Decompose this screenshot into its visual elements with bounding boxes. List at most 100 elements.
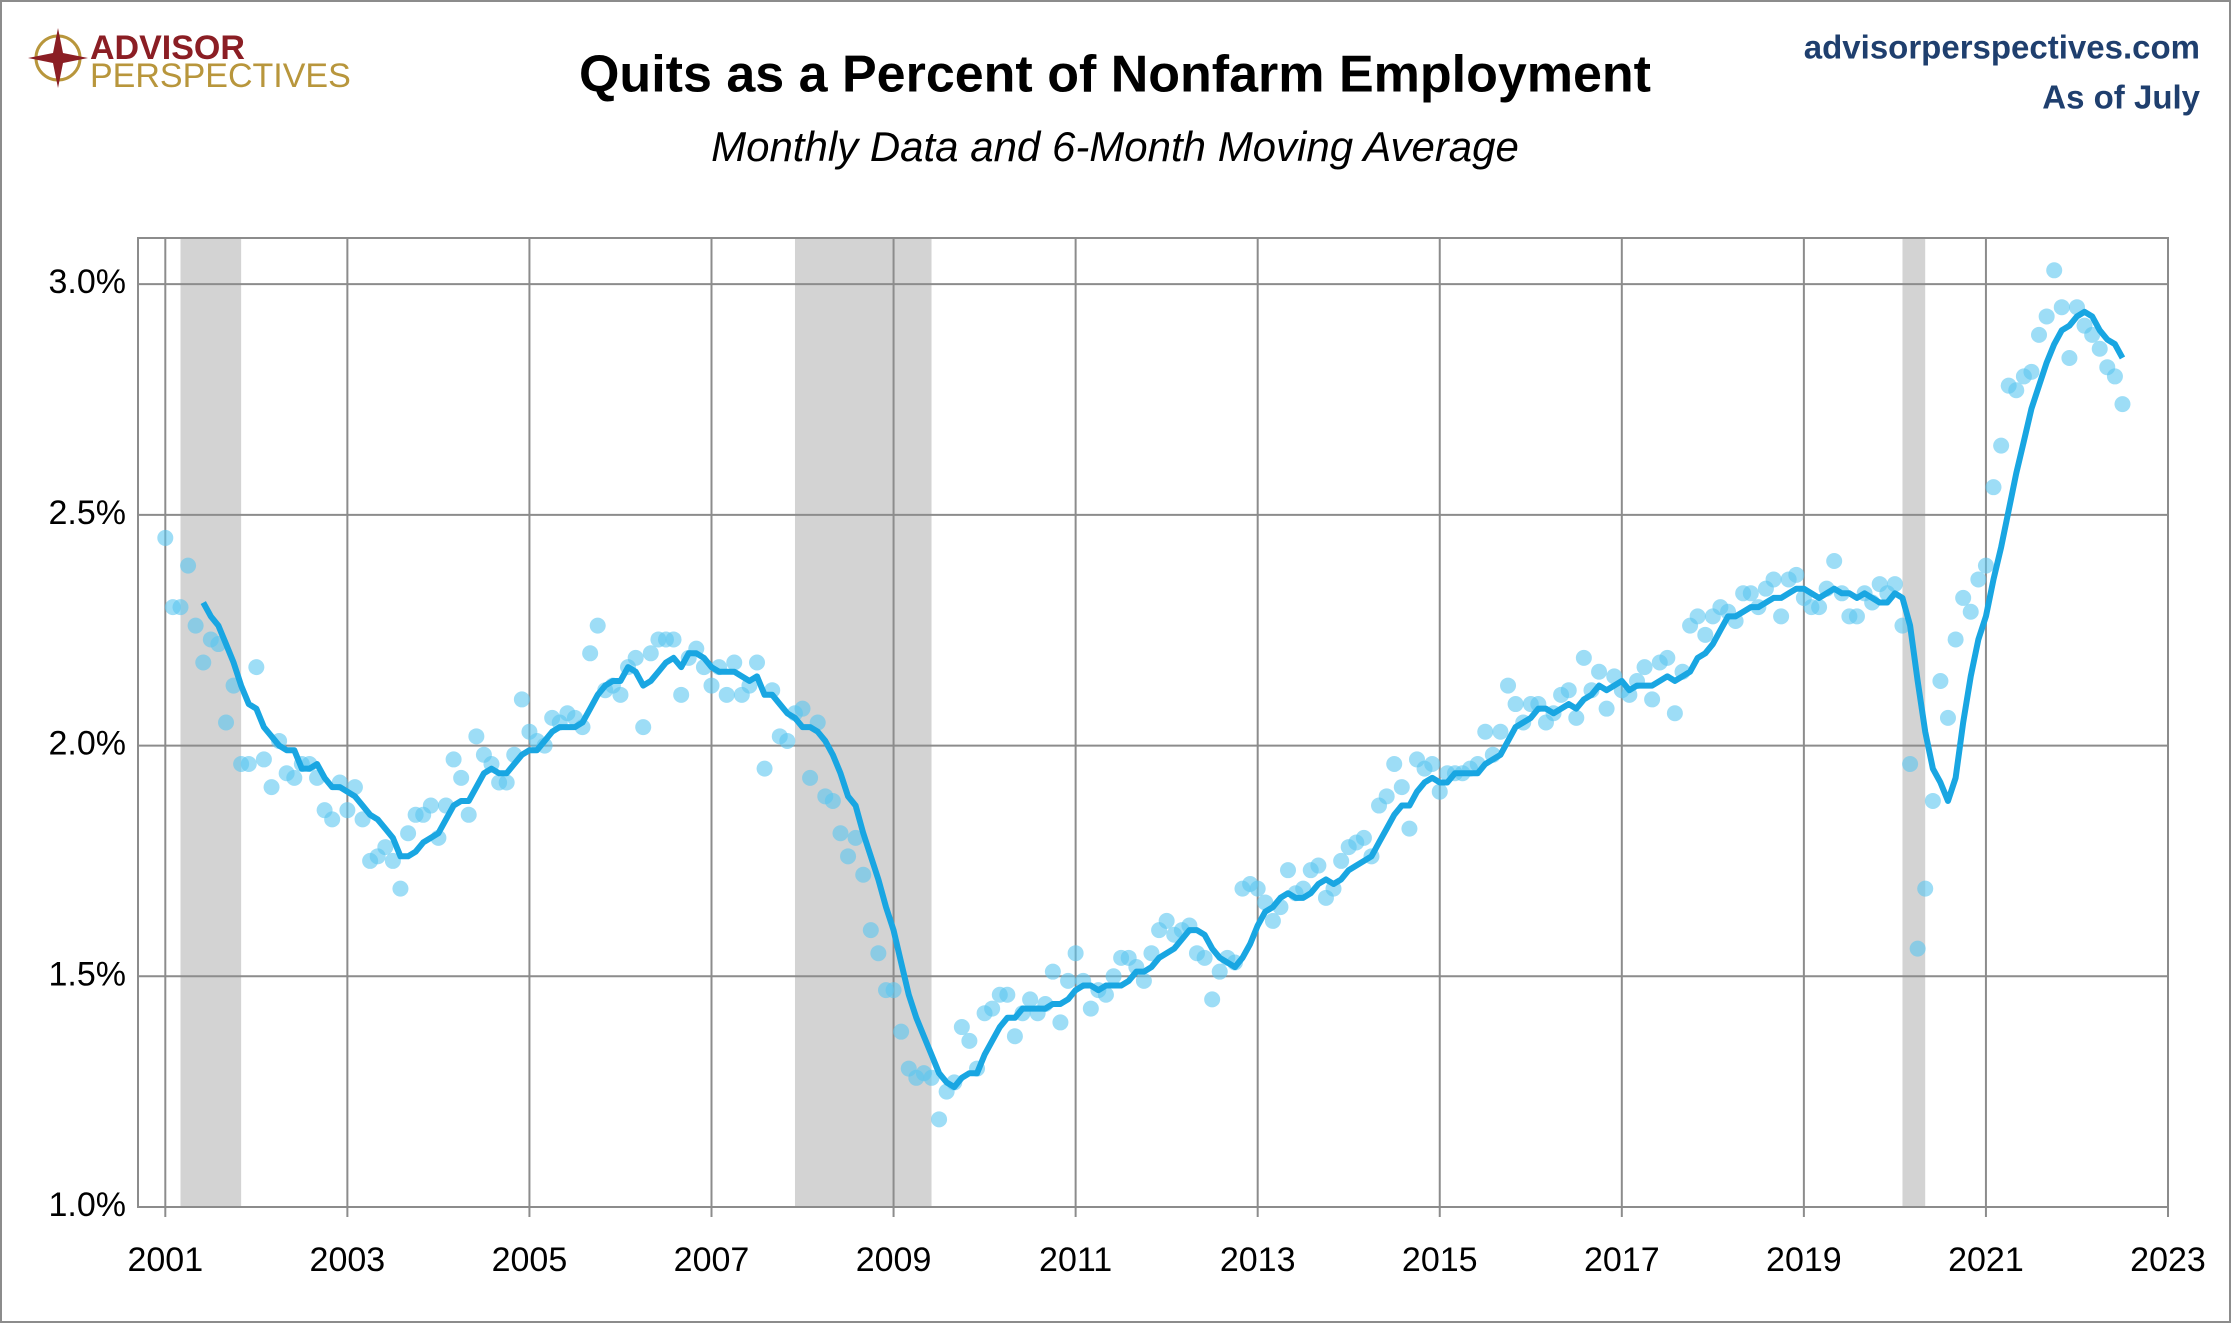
data-point — [999, 986, 1016, 1003]
data-point — [840, 848, 857, 865]
data-point — [2114, 396, 2131, 413]
data-point — [1060, 972, 1077, 989]
source: advisorperspectives.com — [1804, 29, 2200, 66]
data-point — [1689, 608, 1706, 625]
x-tick-label: 2011 — [1039, 1241, 1112, 1279]
data-point — [195, 654, 212, 671]
data-point — [862, 922, 879, 939]
y-tick-label: 1.0% — [49, 1186, 127, 1224]
y-tick-label: 1.5% — [49, 955, 127, 993]
data-point — [1492, 723, 1509, 740]
data-point — [384, 852, 401, 869]
data-point — [1105, 968, 1122, 985]
data-point — [513, 691, 530, 708]
y-tick-label: 2.5% — [49, 494, 127, 532]
data-point — [187, 617, 204, 634]
data-point — [1598, 700, 1615, 717]
data-point — [847, 829, 864, 846]
data-point — [2106, 368, 2123, 385]
data-point — [1765, 571, 1782, 588]
data-point — [1355, 829, 1372, 846]
data-point — [1917, 880, 1934, 897]
x-tick-label: 2019 — [1766, 1241, 1842, 1279]
data-point — [1666, 705, 1683, 722]
data-point — [2031, 326, 2048, 343]
data-point — [953, 1019, 970, 1036]
data-point — [460, 806, 477, 823]
data-point — [703, 677, 720, 694]
data-point — [1196, 949, 1213, 966]
data-point — [468, 728, 485, 745]
data-point — [1902, 756, 1919, 773]
data-point — [248, 659, 265, 676]
data-point — [1924, 792, 1941, 809]
data-point — [2091, 340, 2108, 357]
y-tick-label: 3.0% — [49, 263, 127, 301]
data-point — [445, 751, 462, 768]
data-point — [157, 529, 174, 546]
data-point — [1993, 437, 2010, 454]
data-point — [1568, 709, 1585, 726]
data-point — [1310, 857, 1327, 874]
data-point — [1659, 649, 1676, 666]
plot-area: 1.0% 1.5% 2.0% 2.5% 3.0% 2001 2003 2005 2007 2009… — [49, 237, 2206, 1279]
data-point — [1431, 783, 1448, 800]
data-point — [1962, 603, 1979, 620]
data-point — [172, 599, 189, 616]
data-point — [1644, 691, 1661, 708]
data-point — [1158, 912, 1175, 929]
data-point — [779, 732, 796, 749]
data-point — [2053, 299, 2070, 316]
x-tick-label: 2005 — [492, 1241, 568, 1279]
data-point — [1477, 723, 1494, 740]
data-point — [1204, 991, 1221, 1008]
chart-title: Quits as a Percent of Nonfarm Employment — [579, 46, 1651, 104]
data-point — [627, 649, 644, 666]
x-tick-label: 2023 — [2130, 1241, 2206, 1279]
data-point — [1970, 571, 1987, 588]
data-point — [1939, 709, 1956, 726]
data-point — [498, 774, 515, 791]
y-tick-label: 2.0% — [49, 725, 127, 763]
data-point — [324, 811, 341, 828]
data-point — [642, 645, 659, 662]
logo: ADVISOR PERSPECTIVES — [28, 28, 351, 95]
data-point — [1811, 599, 1828, 616]
data-point — [885, 982, 902, 999]
x-tick-label: 2001 — [127, 1241, 203, 1279]
data-point — [2046, 262, 2063, 279]
data-point — [2023, 363, 2040, 380]
x-tick-label: 2003 — [310, 1241, 386, 1279]
data-point — [824, 792, 841, 809]
logo-bottom: PERSPECTIVES — [90, 57, 351, 95]
data-point — [984, 1000, 1001, 1017]
data-point — [832, 825, 849, 842]
data-point — [1742, 585, 1759, 602]
data-point — [1575, 649, 1592, 666]
data-point — [635, 719, 652, 736]
data-point — [749, 654, 766, 671]
data-point — [1697, 626, 1714, 643]
data-point — [218, 714, 235, 731]
data-point — [1932, 672, 1949, 689]
data-point — [377, 839, 394, 856]
data-point — [1985, 479, 2002, 496]
data-point — [1378, 788, 1395, 805]
data-point — [1560, 682, 1577, 699]
data-point — [931, 1111, 948, 1128]
x-tick-label: 2007 — [674, 1241, 750, 1279]
data-point — [1947, 631, 1964, 648]
data-point — [1788, 566, 1805, 583]
data-point — [339, 802, 356, 819]
data-point — [1826, 553, 1843, 569]
data-point — [893, 1023, 910, 1040]
chart-subtitle: Monthly Data and 6-Month Moving Average — [711, 123, 1519, 170]
x-tick-label: 2013 — [1220, 1241, 1296, 1279]
data-point — [802, 769, 819, 786]
data-point — [1211, 963, 1228, 980]
data-point — [1386, 756, 1403, 773]
data-point — [673, 686, 690, 703]
data-point — [400, 825, 417, 842]
